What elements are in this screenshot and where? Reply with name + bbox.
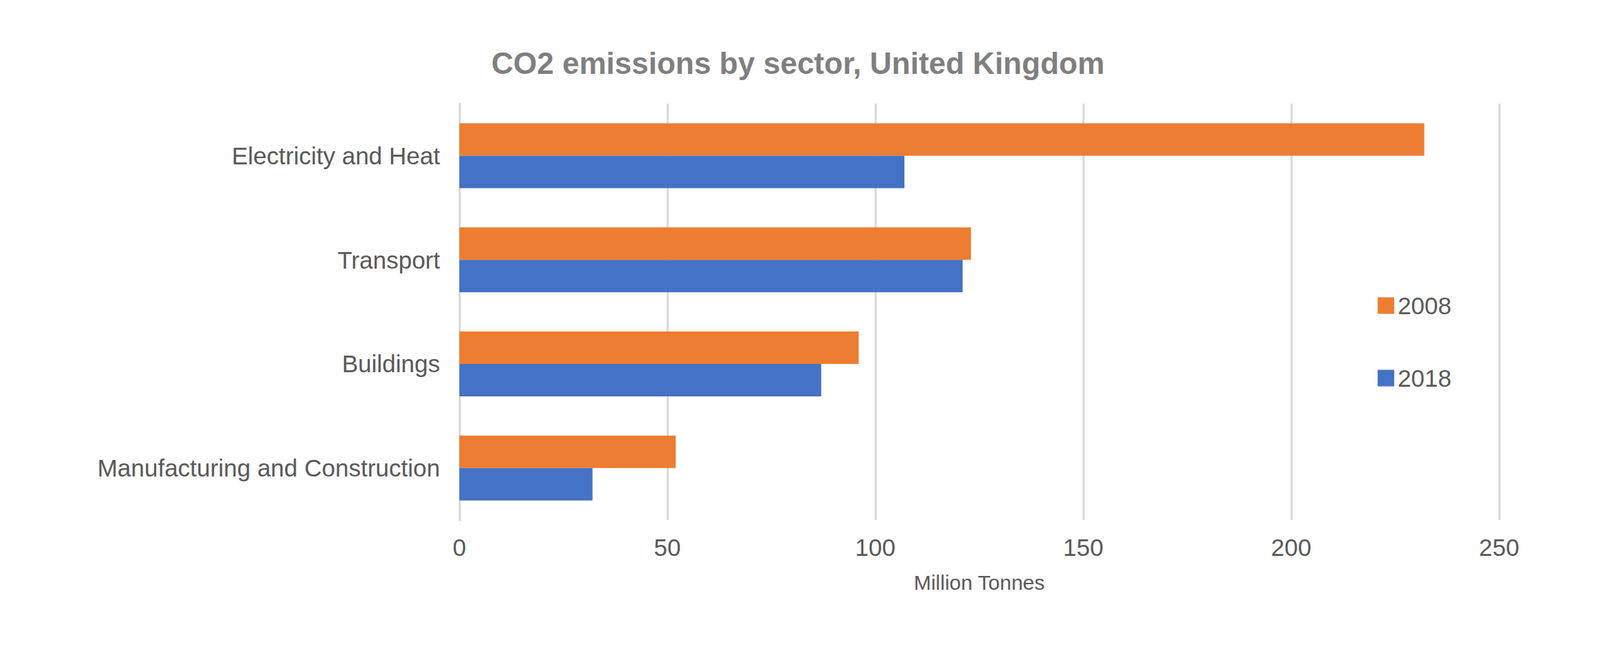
svg-text:Million Tonnes: Million Tonnes [913,571,1046,595]
svg-text:0: 0 [452,534,466,561]
svg-text:Manufacturing and Construction: Manufacturing and Construction [97,454,441,482]
svg-text:Electricity and Heat: Electricity and Heat [231,142,441,170]
svg-text:250: 250 [1479,534,1520,561]
svg-text:Buildings: Buildings [341,350,441,378]
svg-text:200: 200 [1271,534,1312,561]
svg-text:CO2 emissions by sector, Unite: CO2 emissions by sector, United Kingdom [491,46,1105,81]
svg-text:100: 100 [855,534,896,561]
svg-text:Transport: Transport [337,246,441,274]
svg-text:2008: 2008 [1397,292,1452,320]
svg-text:2018: 2018 [1397,364,1452,392]
svg-text:50: 50 [654,534,682,561]
svg-text:150: 150 [1063,534,1104,561]
